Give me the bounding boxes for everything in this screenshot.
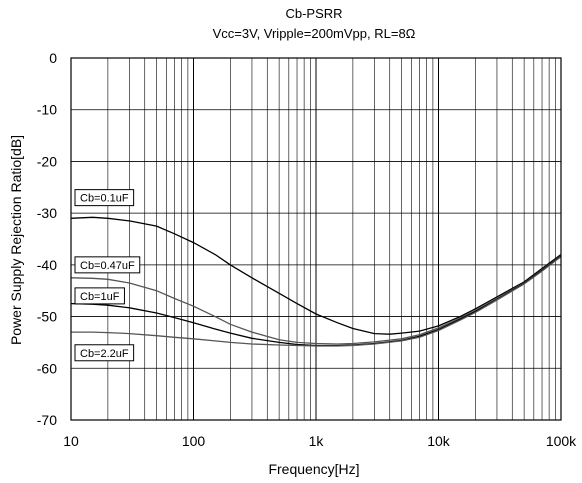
- y-tick-label: -60: [37, 360, 57, 376]
- x-tick-label: 1k: [309, 433, 325, 449]
- x-axis-label: Frequency[Hz]: [268, 461, 359, 477]
- series-label-box: [74, 189, 135, 207]
- series-label-box: [74, 344, 135, 362]
- series-label: Cb=2.2uF: [74, 344, 135, 362]
- y-tick-label: 0: [49, 50, 57, 66]
- series-label-text: Cb=0.47uF: [80, 260, 135, 272]
- series-label-box: [74, 256, 141, 274]
- series-label: Cb=0.1uF: [74, 189, 135, 207]
- series-line: [70, 254, 562, 345]
- series-labels: Cb=0.1uF Cb=0.47uF Cb=1uF Cb=2.2uF: [74, 189, 141, 362]
- y-tick-label: -10: [37, 102, 57, 118]
- series-label: Cb=1uF: [74, 287, 125, 305]
- series-label: Cb=0.47uF: [74, 256, 141, 274]
- tick-labels: 0 -10 -20 -30 -40 -50 -60 -70 10 100 1k 10k 100k: [37, 50, 577, 449]
- y-tick-label: -20: [37, 153, 57, 169]
- series-line: [70, 216, 562, 335]
- series-label-box: [74, 287, 125, 305]
- y-tick-label: -50: [37, 309, 57, 325]
- x-tick-label: 100: [182, 433, 206, 449]
- plot-frame: [70, 57, 562, 421]
- y-tick-label: -30: [37, 205, 57, 221]
- series-lines: [70, 216, 562, 347]
- grid-lines: [70, 57, 561, 421]
- chart-title: Cb-PSRR: [285, 6, 342, 21]
- x-tick-label: 10k: [427, 433, 451, 449]
- series-label-text: Cb=1uF: [80, 291, 120, 303]
- y-axis-label: Power Supply Rejection Ratio[dB]: [8, 135, 24, 345]
- series-line: [71, 256, 562, 347]
- chart-subtitle: Vcc=3V, Vripple=200mVpp, RL=8Ω: [213, 26, 416, 41]
- y-tick-label: -70: [37, 412, 57, 428]
- y-tick-label: -40: [37, 257, 57, 273]
- series-label-text: Cb=0.1uF: [80, 193, 129, 205]
- x-tick-label: 100k: [546, 433, 577, 449]
- x-tick-label: 10: [63, 433, 79, 449]
- series-label-text: Cb=2.2uF: [80, 348, 129, 360]
